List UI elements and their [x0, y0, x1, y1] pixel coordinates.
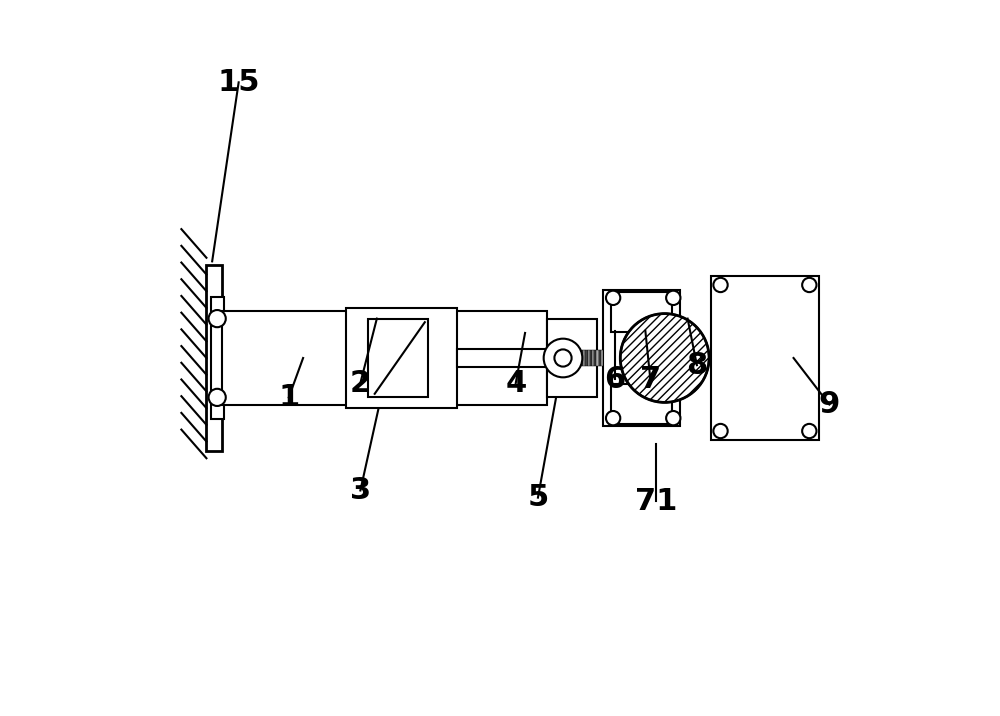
Bar — [585, 350, 588, 366]
Bar — [583, 350, 585, 366]
Circle shape — [802, 278, 816, 292]
Bar — [596, 350, 599, 366]
Bar — [603, 290, 680, 426]
Bar — [588, 350, 590, 366]
Circle shape — [606, 291, 620, 305]
Text: 3: 3 — [350, 476, 371, 505]
Text: 7: 7 — [640, 365, 661, 394]
Bar — [611, 292, 672, 332]
Circle shape — [666, 291, 680, 305]
Bar — [368, 319, 428, 397]
Text: 15: 15 — [217, 68, 260, 97]
Circle shape — [606, 411, 620, 425]
Circle shape — [666, 411, 680, 425]
Circle shape — [209, 310, 226, 327]
Bar — [547, 319, 597, 397]
Text: 71: 71 — [635, 487, 677, 516]
Bar — [601, 350, 603, 366]
Text: 1: 1 — [278, 383, 299, 412]
Bar — [346, 308, 457, 408]
Bar — [590, 350, 592, 366]
Bar — [594, 350, 596, 366]
Text: 9: 9 — [819, 390, 840, 419]
Bar — [611, 384, 672, 424]
Text: 8: 8 — [686, 351, 708, 379]
Bar — [592, 350, 594, 366]
Text: 4: 4 — [505, 369, 526, 397]
Bar — [457, 349, 547, 367]
Circle shape — [713, 424, 728, 438]
Circle shape — [544, 339, 582, 377]
Bar — [206, 265, 222, 451]
Text: 6: 6 — [604, 365, 625, 394]
Bar — [711, 276, 819, 440]
Bar — [211, 297, 224, 419]
Bar — [222, 311, 547, 405]
Text: 2: 2 — [350, 369, 371, 397]
Circle shape — [554, 349, 572, 367]
Circle shape — [802, 424, 816, 438]
Text: 5: 5 — [527, 483, 549, 512]
Bar — [581, 350, 583, 366]
Circle shape — [713, 278, 728, 292]
Circle shape — [209, 389, 226, 406]
Bar — [599, 350, 601, 366]
Circle shape — [620, 314, 709, 402]
